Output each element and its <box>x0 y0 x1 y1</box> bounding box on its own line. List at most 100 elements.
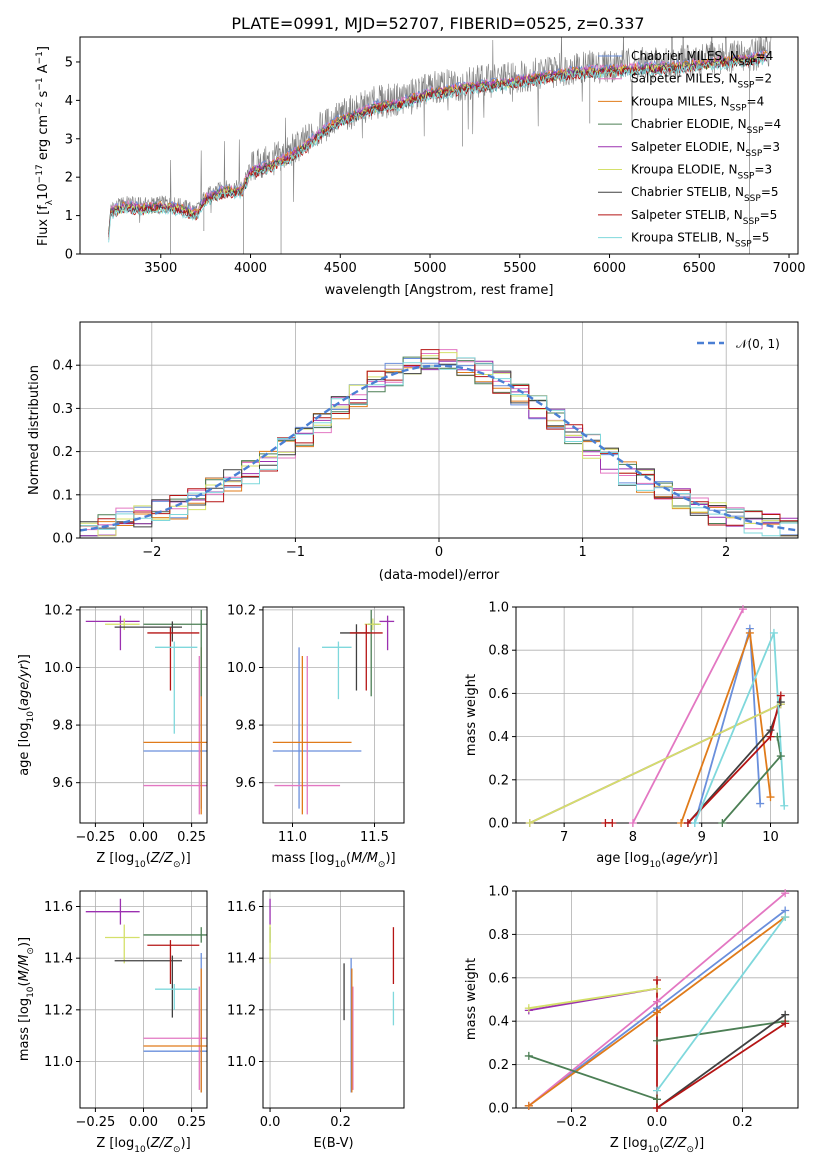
y-tick-label: 0.8 <box>488 928 509 943</box>
y-axis-label-part: −1 <box>35 77 45 90</box>
x-axis-label-part: ( <box>659 1136 664 1151</box>
legend-label-part: SSP <box>745 149 762 159</box>
weight-marker <box>756 799 765 808</box>
weight-line <box>680 632 772 823</box>
axes-frame <box>515 606 799 824</box>
y-tick-label: 0 <box>65 248 73 263</box>
y-tick-label: 2 <box>65 171 73 186</box>
legend-label-part: Kroupa ELODIE, N <box>631 163 738 177</box>
x-tick-label: −0.25 <box>75 830 115 845</box>
x-axis-label-part: )] <box>708 851 718 866</box>
normal-curve <box>80 364 798 532</box>
weight-marker <box>525 819 534 827</box>
y-axis-label-part: A <box>36 64 51 77</box>
x-axis-label: Z [log10(Z/Z⊙)] <box>96 851 190 870</box>
y-axis-label-part: λ <box>45 199 55 205</box>
y-tick-label: 11.0 <box>227 1055 256 1070</box>
legend-label: Kroupa STELIB, NSSP=5 <box>631 231 769 250</box>
y-axis-label-part: erg cm <box>36 115 51 164</box>
x-tick-label: 3500 <box>144 261 177 276</box>
x-axis-label-part: ⊙ <box>173 860 181 870</box>
weight-marker <box>745 628 754 637</box>
y-tick-label: 0.4 <box>488 1015 509 1030</box>
weight-marker <box>653 1086 661 1095</box>
y-axis-label-part: M/M <box>17 955 32 982</box>
x-tick-label: 11.0 <box>278 830 307 845</box>
axes-frame <box>262 606 405 824</box>
x-axis-label: E(B-V) <box>313 1136 353 1151</box>
x-axis-label-part: 10 <box>648 1145 660 1155</box>
legend-label: Kroupa MILES, NSSP=4 <box>631 94 764 113</box>
legend-label: Chabrier STELIB, NSSP=5 <box>631 185 779 204</box>
weight-marker <box>773 732 782 741</box>
y-axis-label: Flux [fλ10−17 erg cm−2 s−1 A−1] <box>35 46 55 246</box>
x-tick-label: 6500 <box>683 261 716 276</box>
legend-label-part: =4 <box>747 94 765 108</box>
y-tick-label: 0.6 <box>488 971 509 986</box>
weight-marker <box>690 819 699 827</box>
legend-label-part: =3 <box>762 140 780 154</box>
y-tick-label: 0.2 <box>488 1058 509 1073</box>
y-tick-label: 10.2 <box>44 603 73 618</box>
weight-marker <box>766 732 775 741</box>
y-tick-label: 11.0 <box>44 1055 73 1070</box>
legend-label-part: Chabrier ELODIE, N <box>631 117 747 131</box>
legend-label-part: =5 <box>761 185 779 199</box>
x-tick-label: 9 <box>698 830 706 845</box>
y-axis-label-part: s <box>36 90 51 101</box>
weight-marker <box>524 1004 533 1013</box>
legend-label-part: Salpeter MILES, N <box>631 72 738 86</box>
y-axis-label-part: ] <box>36 46 51 51</box>
legend-label-part: SSP <box>738 172 755 182</box>
y-axis-label: Normed distribution <box>27 365 42 495</box>
plot-area <box>85 898 207 1093</box>
legend-label-part: Salpeter ELODIE, N <box>631 140 745 154</box>
x-axis-label-part: age/yr <box>666 851 709 866</box>
y-axis-label-part: ( <box>17 981 32 986</box>
weight-line <box>632 608 744 823</box>
x-axis-label-part: mass [log <box>271 851 334 866</box>
figure-title: PLATE=0991, MJD=52707, FIBERID=0525, z=0… <box>231 14 644 33</box>
weight-marker <box>677 819 686 827</box>
panel-spectrum: 3500 4000 4500 5000 5500 6000 6500 7000 0 1 2 3 4 5 wa… <box>35 36 806 298</box>
y-tick-label: 0.4 <box>52 359 73 374</box>
weight-line <box>656 1013 786 1108</box>
y-axis-label-part: ⊙ <box>26 947 36 955</box>
y-tick-label: 0.0 <box>52 532 73 547</box>
x-tick-label: 7000 <box>772 261 805 276</box>
legend-label: Chabrier ELODIE, NSSP=4 <box>631 117 781 136</box>
x-axis-label-part: Z [log <box>96 851 134 866</box>
y-tick-label: 1.0 <box>488 885 509 900</box>
y-tick-label: 11.4 <box>227 952 256 967</box>
y-axis-label: mass weight <box>464 674 479 756</box>
y-tick-label: 0.6 <box>488 687 509 702</box>
x-axis-label-part: ⊙ <box>173 1145 181 1155</box>
x-axis-label-part: M/M <box>351 851 378 866</box>
weight-marker <box>718 819 727 827</box>
legend-label-part: (0, 1) <box>748 337 780 351</box>
x-axis-label: wavelength [Angstrom, rest frame] <box>325 283 554 298</box>
legend-label: Salpeter STELIB, NSSP=5 <box>631 208 777 227</box>
weight-marker <box>653 997 661 1006</box>
y-axis-label: age [log10(age/yr)] <box>17 654 36 776</box>
x-tick-label: 0.2 <box>330 1115 351 1130</box>
legend-label: Salpeter MILES, NSSP=2 <box>631 72 772 91</box>
y-tick-label: 0.0 <box>488 1102 509 1117</box>
x-tick-label: 1 <box>578 545 586 560</box>
x-axis-label-part: Z/Z <box>150 1136 174 1151</box>
x-axis-label-part: ⊙ <box>378 860 386 870</box>
weight-marker <box>608 819 617 827</box>
x-tick-label: 10 <box>762 830 779 845</box>
y-tick-label: 11.2 <box>227 1003 256 1018</box>
y-tick-label: 11.6 <box>227 900 256 915</box>
y-tick-label: 0.2 <box>488 773 509 788</box>
x-axis-label: age [log10(age/yr)] <box>596 851 718 870</box>
x-tick-label: 8 <box>629 830 637 845</box>
weight-marker <box>653 1008 661 1017</box>
y-axis-label-part: −1 <box>35 51 45 64</box>
y-tick-label: 0.1 <box>52 488 73 503</box>
weight-marker <box>524 1051 533 1060</box>
legend-label-part: =2 <box>754 72 772 86</box>
x-tick-label: 0 <box>435 545 443 560</box>
